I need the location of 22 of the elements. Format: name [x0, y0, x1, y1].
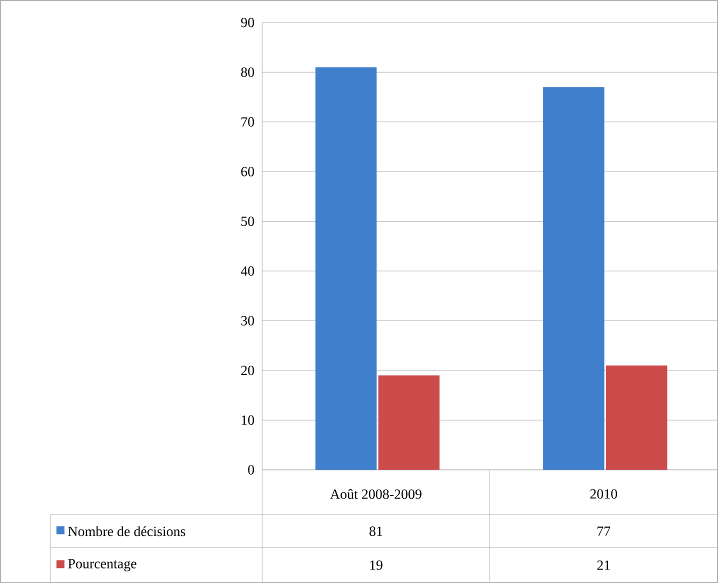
y-tick-label: 60 [241, 166, 254, 176]
data-label: 81 [370, 526, 382, 536]
y-tick-label: 0 [248, 465, 254, 474]
y-tick-label: 20 [241, 366, 254, 376]
y-tick-label: 30 [241, 316, 254, 326]
data-label: 21 [597, 560, 610, 570]
legend-label: Pourcentage [68, 559, 136, 572]
bar [543, 87, 604, 470]
y-tick-label: 80 [241, 67, 254, 77]
x-tick-label: Août 2008-2009 [330, 488, 422, 499]
y-tick-label: 50 [241, 216, 254, 226]
bar [315, 67, 377, 470]
x-tick-label: 2010 [590, 489, 618, 499]
data-label: 77 [598, 526, 610, 536]
y-tick-label: 10 [242, 415, 254, 425]
y-tick-label: 90 [241, 18, 254, 28]
y-tick-label: 70 [242, 117, 254, 127]
bar [606, 365, 668, 470]
bar [378, 375, 440, 470]
y-tick-label: 40 [240, 266, 254, 276]
legend-label: Nombre de décisions [68, 526, 186, 536]
data-label: 19 [370, 560, 382, 570]
